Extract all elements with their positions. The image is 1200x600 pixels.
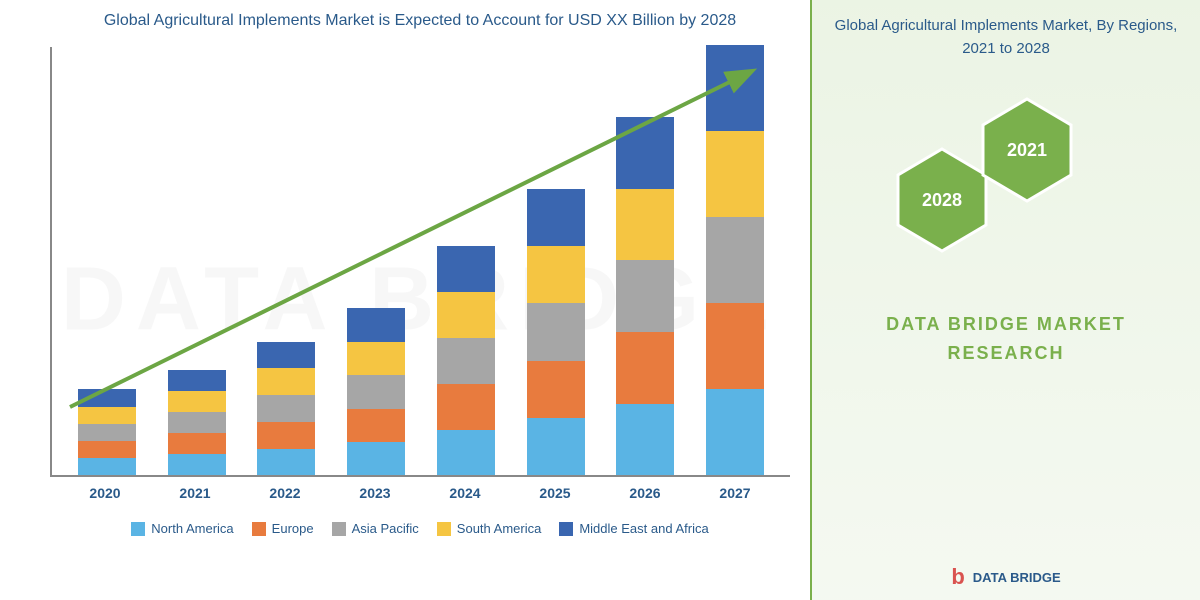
- footer-logo-text: DATA BRIDGE: [973, 570, 1061, 585]
- x-axis-label: 2021: [166, 485, 224, 501]
- bar-stack: [706, 45, 764, 475]
- bar-segment: [347, 409, 405, 442]
- x-axis-label: 2023: [346, 485, 404, 501]
- bar-segment: [527, 189, 585, 246]
- legend-label: Europe: [272, 521, 314, 536]
- bar-segment: [168, 370, 226, 391]
- bar-segment: [78, 407, 136, 424]
- chart-area: [50, 47, 790, 477]
- bars-container: [50, 47, 790, 477]
- bar-segment: [706, 131, 764, 217]
- legend-item: Asia Pacific: [332, 521, 419, 536]
- bar-segment: [168, 433, 226, 454]
- bar-segment: [257, 368, 315, 395]
- bar-segment: [257, 449, 315, 476]
- legend-swatch: [559, 522, 573, 536]
- x-axis-label: 2020: [76, 485, 134, 501]
- bar-segment: [527, 246, 585, 303]
- bar-segment: [437, 384, 495, 430]
- bar-segment: [78, 424, 136, 441]
- bar-segment: [347, 342, 405, 375]
- bar-segment: [78, 389, 136, 406]
- bar-segment: [168, 412, 226, 433]
- legend-label: Asia Pacific: [352, 521, 419, 536]
- legend-swatch: [332, 522, 346, 536]
- bar-stack: [527, 189, 585, 476]
- bar-segment: [527, 361, 585, 418]
- legend-label: Middle East and Africa: [579, 521, 708, 536]
- x-axis-labels: 2020 2021 2022 2023 2024 2025 2026 2027: [50, 477, 790, 501]
- bar-segment: [527, 418, 585, 475]
- logo-icon: b: [951, 564, 964, 590]
- legend-swatch: [252, 522, 266, 536]
- bar-stack: [616, 117, 674, 475]
- x-axis-label: 2025: [526, 485, 584, 501]
- main-container: Global Agricultural Implements Market is…: [0, 0, 1200, 600]
- bar-segment: [168, 454, 226, 475]
- bar-segment: [257, 395, 315, 422]
- legend-swatch: [437, 522, 451, 536]
- legend-item: Middle East and Africa: [559, 521, 708, 536]
- bar-segment: [616, 117, 674, 189]
- chart-section: Global Agricultural Implements Market is…: [0, 0, 810, 600]
- bar-segment: [527, 303, 585, 360]
- x-axis-label: 2022: [256, 485, 314, 501]
- bar-segment: [257, 342, 315, 369]
- bar-segment: [168, 391, 226, 412]
- chart-title: Global Agricultural Implements Market is…: [50, 10, 790, 32]
- bar-segment: [437, 246, 495, 292]
- legend-item: South America: [437, 521, 542, 536]
- bar-segment: [347, 442, 405, 475]
- bar-segment: [616, 404, 674, 476]
- bar-stack: [168, 370, 226, 475]
- legend-swatch: [131, 522, 145, 536]
- legend-item: North America: [131, 521, 233, 536]
- bar-segment: [616, 260, 674, 332]
- bar-stack: [257, 342, 315, 476]
- legend-label: North America: [151, 521, 233, 536]
- hexagon-2028-label: 2028: [922, 190, 962, 211]
- bar-segment: [437, 292, 495, 338]
- brand-text: DATA BRIDGE MARKET RESEARCH: [832, 310, 1180, 368]
- hexagon-2021-label: 2021: [1007, 140, 1047, 161]
- hexagon-2021: 2021: [977, 95, 1077, 205]
- bar-segment: [347, 375, 405, 408]
- legend-item: Europe: [252, 521, 314, 536]
- bar-stack: [78, 389, 136, 475]
- right-panel: Global Agricultural Implements Market, B…: [810, 0, 1200, 600]
- bar-stack: [347, 308, 405, 475]
- bar-segment: [257, 422, 315, 449]
- bar-segment: [437, 338, 495, 384]
- legend-label: South America: [457, 521, 542, 536]
- bar-segment: [706, 389, 764, 475]
- x-axis-label: 2027: [706, 485, 764, 501]
- right-panel-title: Global Agricultural Implements Market, B…: [832, 15, 1180, 60]
- bar-segment: [706, 303, 764, 389]
- legend: North America Europe Asia Pacific South Ame…: [50, 521, 790, 536]
- bar-segment: [616, 189, 674, 261]
- footer-logo: b DATA BRIDGE: [951, 564, 1060, 590]
- brand-line-2: RESEARCH: [832, 339, 1180, 368]
- bar-segment: [616, 332, 674, 404]
- bar-segment: [78, 458, 136, 475]
- x-axis-label: 2024: [436, 485, 494, 501]
- bar-segment: [347, 308, 405, 341]
- bar-segment: [706, 217, 764, 303]
- bar-segment: [706, 45, 764, 131]
- bar-segment: [78, 441, 136, 458]
- brand-line-1: DATA BRIDGE MARKET: [832, 310, 1180, 339]
- bar-stack: [437, 246, 495, 475]
- hexagon-group: 2028 2021: [832, 90, 1180, 260]
- x-axis-label: 2026: [616, 485, 674, 501]
- bar-segment: [437, 430, 495, 476]
